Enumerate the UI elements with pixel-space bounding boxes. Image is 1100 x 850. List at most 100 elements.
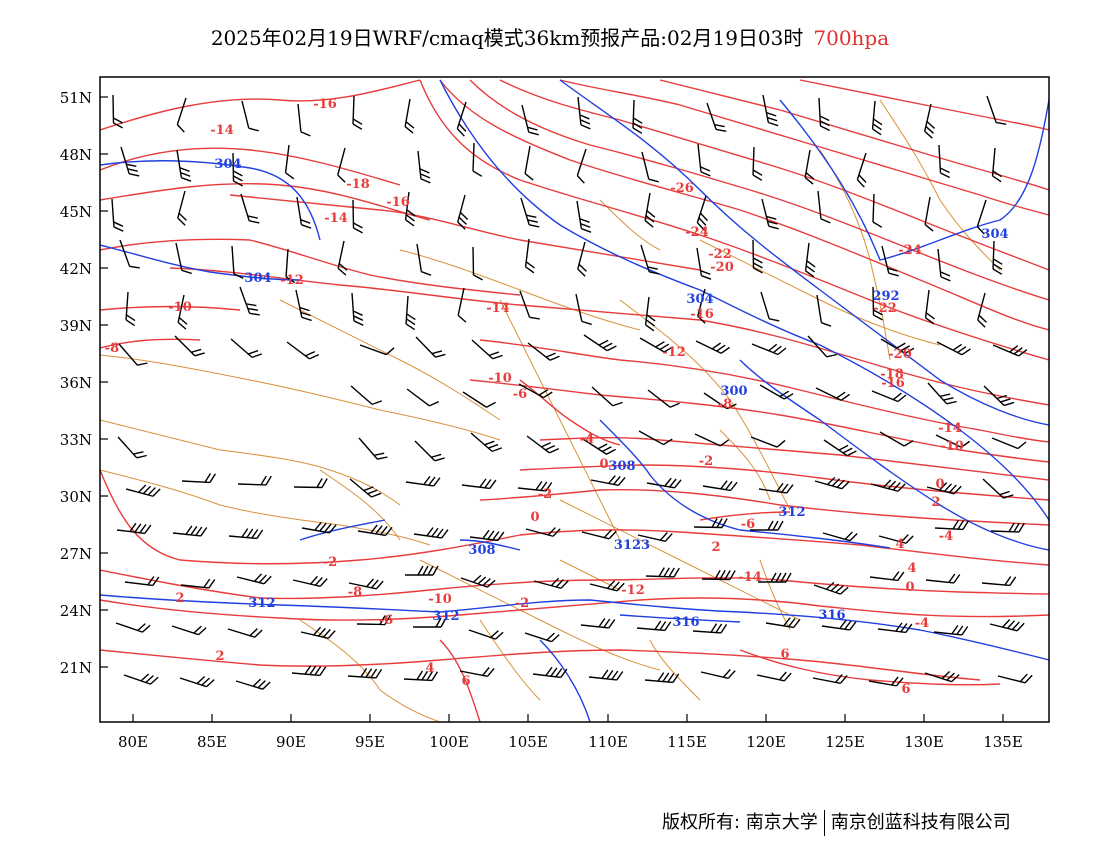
wind-barb [926,482,962,495]
wind-barb [696,247,712,280]
temperature-label: -6 [513,387,527,402]
wind-barb [417,150,431,184]
wind-barb [228,528,264,540]
wind-barb [644,296,656,332]
border-line [399,249,641,331]
temperature-label: -8 [718,397,732,412]
temperature-label: -16 [386,195,410,210]
wind-barb [933,625,969,636]
wind-barb [404,191,416,227]
temperature-label: -20 [710,260,734,275]
wind-barb [456,101,467,137]
wind-barb [925,573,961,584]
wind-barb [760,291,780,322]
lon-label: 135E [983,733,1023,751]
wind-barb [872,286,883,321]
wind-barb [759,384,794,400]
wind-barb [285,248,296,284]
height-label: 308 [468,543,495,558]
wind-barb [638,430,673,446]
wind-barb [415,336,446,358]
wind-barb [645,567,680,578]
wind-barb [292,575,328,587]
wind-barb [697,143,711,177]
wind-barb [171,625,207,636]
latitude-axis: 51N 48N 45N 42N 39N 36N 33N 30N 27N 24N 21N [60,89,108,677]
wind-barb [871,390,907,403]
temperature-label: -20 [888,347,912,362]
isotherm-line [100,338,201,349]
height-label: 316 [818,608,845,623]
wind-barb [524,145,534,181]
temperature-label: 6 [461,674,470,689]
wind-barb [992,344,1028,357]
isotherm-line [100,649,981,681]
wind-barb [175,242,192,275]
isotherm-line [229,194,701,271]
wind-barb [239,286,260,316]
wind-barb [813,581,849,595]
lat-label: 45N [60,203,92,221]
height-contour [299,519,386,541]
wind-barb [991,147,1002,183]
wind-barb [924,196,934,232]
temperature-label: -6 [741,517,755,532]
wind-barb [575,293,592,326]
temperature-label: -4 [580,432,594,447]
border-line [279,299,501,421]
wind-barb [351,292,364,326]
wind-barb [116,522,152,535]
wind-barb [115,622,151,633]
wind-barb [576,148,587,184]
wind-barb [637,532,673,542]
wind-barb [240,193,260,224]
copyright-footer: 版权所有: 南京大学 南京创蓝科技有限公司 [662,808,1011,836]
wind-barb [177,294,188,330]
temperature-label: -6 [379,613,393,628]
province-borders [100,99,1001,722]
temperature-label: -2 [699,454,713,469]
lon-label: 125E [825,733,865,751]
wind-barb [765,617,801,629]
wind-barb [179,676,215,688]
border-line [559,499,801,621]
height-contour [100,594,1049,661]
temperature-label: -12 [280,273,304,288]
border-line [649,639,701,701]
wind-barb [403,670,439,682]
border-line [879,99,1001,271]
border-line [499,299,621,541]
wind-barb [521,104,539,136]
wind-barb [696,195,708,231]
wind-barb [990,522,1025,533]
temperature-label: -24 [898,243,922,258]
temperature-label: 6 [780,647,789,662]
temperature-label: -14 [738,570,762,585]
height-contour [100,244,301,281]
wind-barb [337,147,346,183]
wind-barb [347,667,383,679]
height-label: 312 [248,596,275,611]
wind-barb [241,100,259,132]
wind-barb [532,666,568,679]
wind-barb [117,436,147,459]
wind-barb [356,615,391,626]
temperature-label: -18 [880,367,904,382]
wind-barb [533,577,569,589]
temperature-label: -22 [708,247,732,262]
height-contour [539,639,591,722]
isotherm-line [499,79,1049,271]
wind-barb [581,529,617,540]
border-line [759,559,791,631]
wind-barb [577,96,591,130]
wind-barb [348,578,384,590]
lon-label: 130E [904,733,944,751]
wind-barb [527,342,560,361]
lon-label: 105E [508,733,548,751]
isotherm-line [739,649,1001,686]
wind-barb [582,438,616,455]
copyright-left: 版权所有: 南京大学 [662,812,818,833]
wind-barb [526,435,560,454]
wind-barb [349,478,382,498]
